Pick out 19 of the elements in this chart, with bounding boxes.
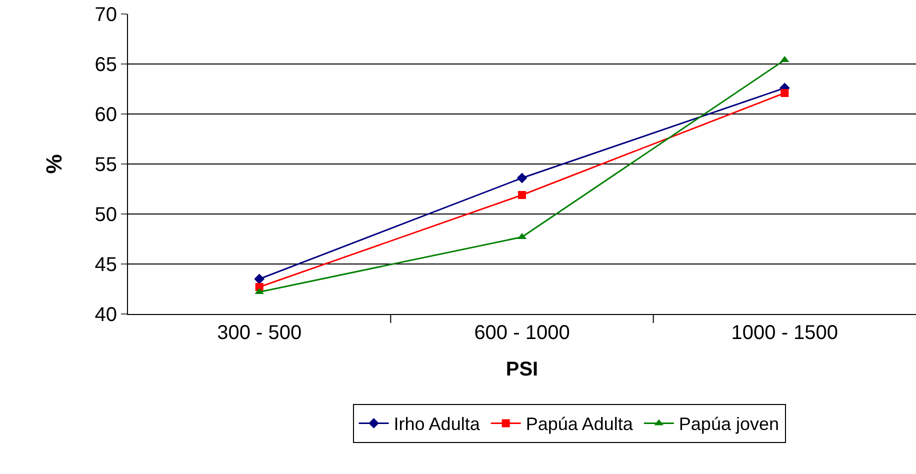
y-tick-label: 70 xyxy=(94,4,117,26)
y-tick-label: 60 xyxy=(94,104,117,126)
point xyxy=(518,191,526,199)
y-axis-title: % xyxy=(42,154,67,174)
x-tick-label: 600 - 1000 xyxy=(474,322,570,344)
y-tick-label: 45 xyxy=(94,254,117,276)
y-tick-label: 55 xyxy=(94,154,117,176)
x-tick-label: 1000 - 1500 xyxy=(731,322,838,344)
y-tick-label: 65 xyxy=(94,54,117,76)
x-tick-label: 300 - 500 xyxy=(217,322,302,344)
legend-label: Papúa Adulta xyxy=(526,414,634,434)
point xyxy=(516,172,528,184)
point xyxy=(254,274,265,284)
point xyxy=(780,89,789,97)
x-axis-title: PSI xyxy=(506,358,538,380)
y-tick-label: 50 xyxy=(94,204,117,226)
legend-label: Irho Adulta xyxy=(394,414,481,434)
y-tick-label: 40 xyxy=(94,304,117,326)
legend-label: Papúa joven xyxy=(678,414,780,434)
